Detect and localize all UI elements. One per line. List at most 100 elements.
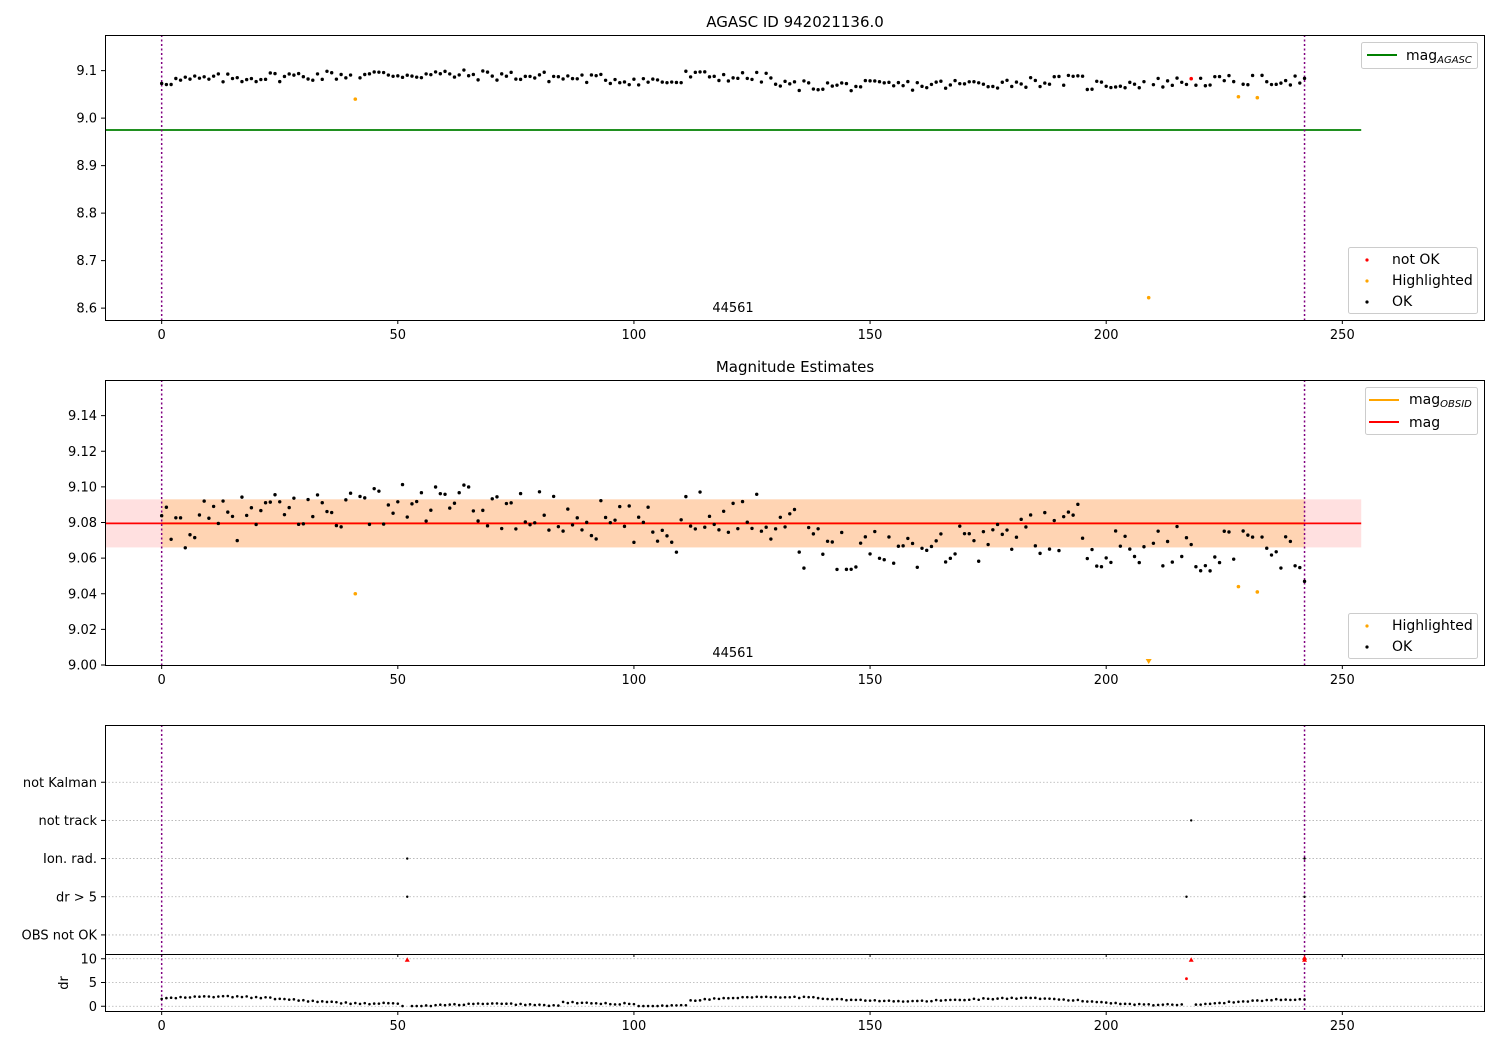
ok-point	[244, 77, 249, 82]
ok-point	[268, 500, 272, 504]
legend2-highlighted: Highlighted	[1392, 618, 1473, 634]
ok-point	[221, 80, 225, 84]
ok-point	[967, 80, 971, 84]
ok-point	[207, 77, 211, 81]
dr-point	[292, 998, 296, 1001]
dr-point	[1279, 998, 1283, 1002]
ok-point	[943, 86, 948, 90]
ok-point	[282, 74, 287, 79]
dr-point	[698, 999, 702, 1002]
dr-point	[179, 995, 182, 999]
dr-point	[991, 997, 995, 1001]
ok-point	[183, 546, 187, 550]
dr-point	[925, 1000, 929, 1003]
ok-point	[863, 535, 868, 539]
ok-point	[410, 502, 414, 506]
dr-point	[297, 999, 300, 1002]
ok-point	[1288, 83, 1293, 87]
dr-point	[287, 998, 291, 1001]
dr-point	[1246, 1000, 1250, 1003]
ok-point	[367, 72, 372, 76]
ok-point	[1241, 529, 1245, 533]
dr-point	[1019, 996, 1023, 1000]
ok-point	[981, 529, 986, 534]
x-tick-label: 200	[1094, 1019, 1119, 1034]
y-tick-label: 0	[89, 1000, 97, 1015]
ok-point	[896, 544, 901, 548]
ok-point	[1085, 556, 1090, 561]
dr-point	[1161, 1003, 1165, 1006]
panel4-frame	[105, 954, 1485, 1012]
dr-point	[826, 997, 829, 1001]
x-tick-label: 100	[622, 673, 647, 688]
dr-point	[1119, 1002, 1122, 1006]
dr-point	[963, 998, 966, 1002]
ok-point	[873, 529, 877, 534]
ok-point	[1080, 74, 1085, 78]
x-tick-label: 200	[1094, 328, 1119, 343]
ok-point	[259, 508, 263, 513]
dr-point	[816, 996, 820, 1000]
highlighted-point	[1146, 295, 1151, 300]
ok-point	[424, 519, 428, 523]
dr-point	[533, 1003, 537, 1007]
dr-point	[821, 997, 825, 1001]
ok-point	[679, 518, 683, 522]
ok-point	[481, 508, 485, 513]
ok-point	[183, 75, 187, 79]
ok-point	[962, 82, 967, 86]
ok-point	[169, 82, 173, 87]
ok-point	[1269, 82, 1274, 87]
dr-point	[779, 996, 782, 999]
dr-point	[1194, 1003, 1198, 1006]
dr-point	[226, 994, 230, 998]
ok-point	[1165, 79, 1170, 83]
ok-point	[665, 534, 669, 538]
ok-point	[835, 83, 839, 87]
ok-point	[1156, 76, 1160, 81]
ok-point	[792, 507, 797, 512]
dr-point	[259, 996, 263, 1000]
panel1-frame	[105, 35, 1485, 321]
dr-point	[1005, 997, 1009, 1001]
ok-point	[514, 527, 518, 531]
dr-point	[793, 995, 796, 999]
ok-point	[599, 72, 603, 77]
dr-point	[1270, 998, 1273, 1002]
ok-point	[608, 81, 613, 86]
ok-point	[320, 77, 324, 82]
dr-point	[684, 1003, 688, 1007]
dr-point	[859, 998, 862, 1002]
ok-point	[188, 533, 192, 537]
ok-point	[1066, 73, 1071, 78]
ok-point	[533, 76, 537, 80]
dr-point	[174, 996, 178, 1000]
ok-point	[1038, 551, 1042, 556]
dr-point	[797, 996, 801, 1000]
ok-point	[698, 70, 702, 74]
highlighted-point	[1255, 95, 1260, 100]
ok-point	[443, 69, 447, 74]
dr-point	[453, 1002, 456, 1006]
ok-point	[575, 516, 579, 520]
ok-point	[1132, 554, 1137, 559]
x-tick-label: 200	[1094, 673, 1119, 688]
ok-point	[1019, 82, 1023, 86]
dr-point	[193, 995, 197, 998]
dr-point	[528, 1003, 532, 1006]
dr-point	[372, 1002, 376, 1005]
ok-point	[410, 74, 414, 78]
ok-point	[1085, 87, 1090, 92]
ok-point	[995, 522, 1000, 527]
ok-point	[721, 72, 726, 77]
ok-point	[249, 506, 254, 510]
ok-point	[674, 80, 679, 85]
ok-point	[1189, 542, 1193, 547]
dr-point	[198, 995, 201, 999]
ok-point	[585, 520, 589, 525]
dr-point	[212, 995, 215, 999]
ok-point	[1283, 78, 1288, 83]
dr-point	[1024, 996, 1028, 1000]
dr-point	[585, 1001, 589, 1004]
ok-point	[537, 73, 542, 77]
